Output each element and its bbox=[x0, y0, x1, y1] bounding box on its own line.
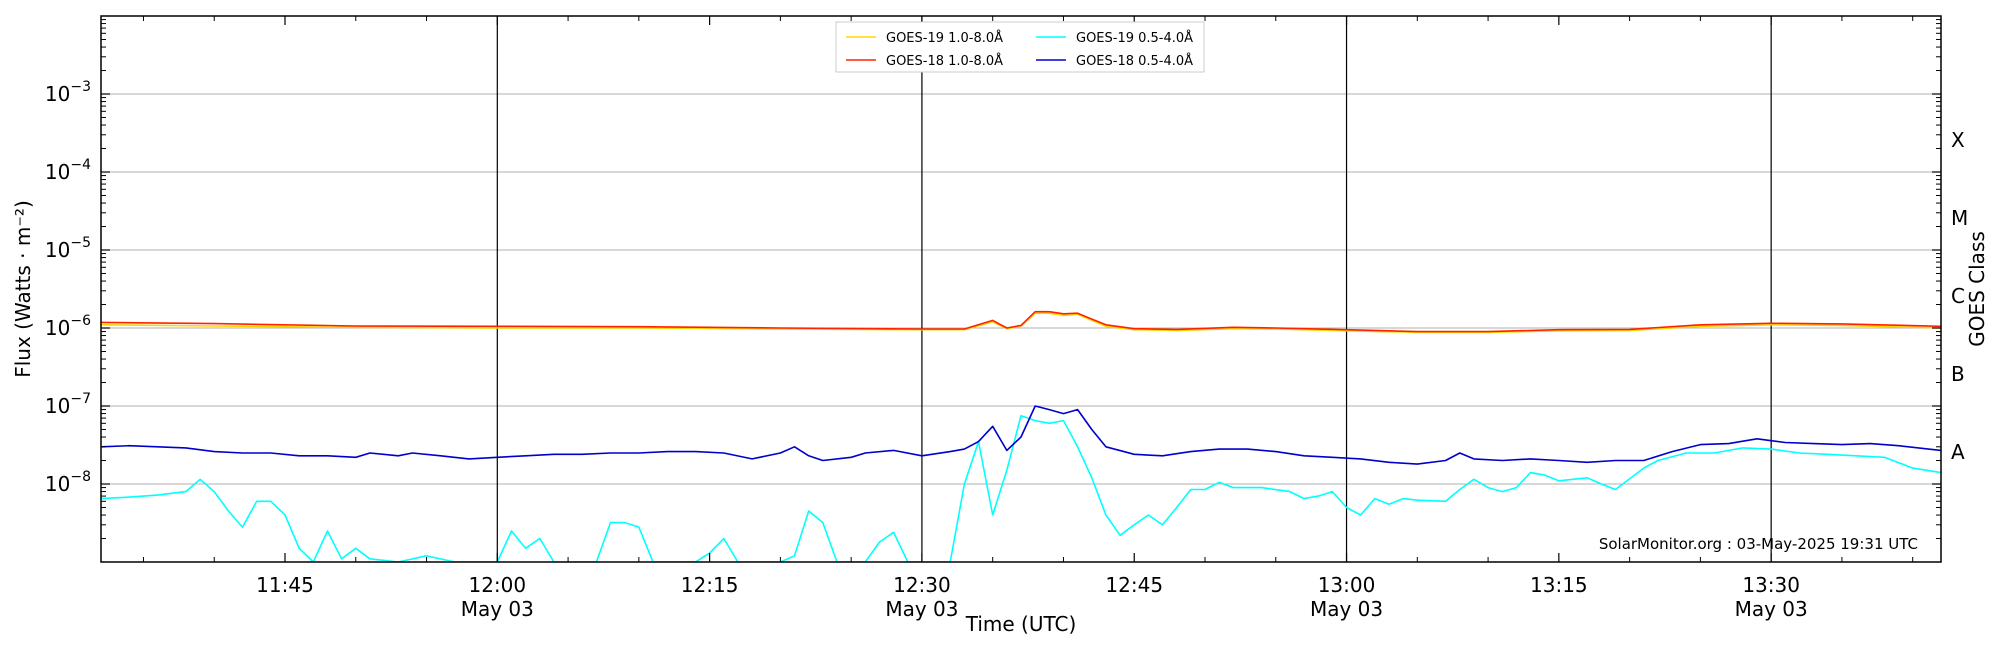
x-tick-label: 13:00 bbox=[1318, 573, 1376, 597]
y2-axis-title: GOES Class bbox=[1965, 231, 1989, 347]
y-axis-title: Flux (Watts · m⁻²) bbox=[11, 200, 35, 378]
legend-label: GOES-18 1.0-8.0Å bbox=[886, 53, 1003, 69]
y-tick-label: 10−7 bbox=[45, 391, 91, 418]
series-line-3 bbox=[101, 414, 1941, 562]
y-tick-label: 10−6 bbox=[45, 313, 91, 340]
series-line-4 bbox=[101, 405, 1941, 465]
y-tick-labels: 10−8 10−7 10−6 10−5 10−4 10−3 bbox=[45, 79, 91, 496]
x-tick-date-label: May 03 bbox=[1735, 597, 1808, 621]
plot-frame bbox=[100, 15, 1942, 563]
goes-class-label: C bbox=[1951, 284, 1965, 308]
legend-label: GOES-19 1.0-8.0Å bbox=[886, 30, 1003, 46]
y-tick-label: 10−8 bbox=[45, 469, 91, 496]
legend-box bbox=[835, 21, 1205, 73]
goes-class-label: M bbox=[1951, 206, 1968, 230]
goes-class-label: X bbox=[1951, 128, 1965, 152]
credit-text: SolarMonitor.org : 03-May-2025 19:31 UTC bbox=[1599, 535, 1918, 553]
series-line-1 bbox=[101, 312, 1941, 334]
x-tick-label: 12:30 bbox=[893, 573, 951, 597]
x-axis-title: Time (UTC) bbox=[965, 612, 1077, 636]
x-tick-date-label: May 03 bbox=[885, 597, 958, 621]
x-tick-label: 13:30 bbox=[1742, 573, 1800, 597]
legend-label: GOES-19 0.5-4.0Å bbox=[1076, 30, 1193, 46]
x-tick-date-label: May 03 bbox=[1310, 597, 1383, 621]
legend: GOES-19 1.0-8.0Å GOES-18 1.0-8.0Å GOES-19 … bbox=[835, 21, 1205, 73]
x-tick-date-label: May 03 bbox=[461, 597, 534, 621]
x-tick-label: 11:45 bbox=[256, 573, 314, 597]
y-tick-label: 10−4 bbox=[45, 157, 91, 184]
ticks-layer bbox=[101, 16, 1941, 562]
series-layer bbox=[101, 310, 1941, 562]
goes-class-label: A bbox=[1951, 440, 1965, 464]
goes-class-label: B bbox=[1951, 362, 1965, 386]
x-tick-label: 13:15 bbox=[1530, 573, 1588, 597]
x-tick-label: 12:15 bbox=[681, 573, 739, 597]
y-tick-label: 10−5 bbox=[45, 235, 91, 262]
legend-label: GOES-18 0.5-4.0Å bbox=[1076, 53, 1193, 69]
vertical-lines-layer bbox=[496, 16, 1772, 562]
x-tick-label: 12:45 bbox=[1105, 573, 1163, 597]
x-tick-label: 12:00 bbox=[468, 573, 526, 597]
goes-class-labels: A B C M X bbox=[1951, 128, 1968, 464]
y-tick-label: 10−3 bbox=[45, 79, 91, 106]
series-line-2 bbox=[101, 310, 1941, 333]
grid-layer bbox=[101, 93, 1941, 485]
